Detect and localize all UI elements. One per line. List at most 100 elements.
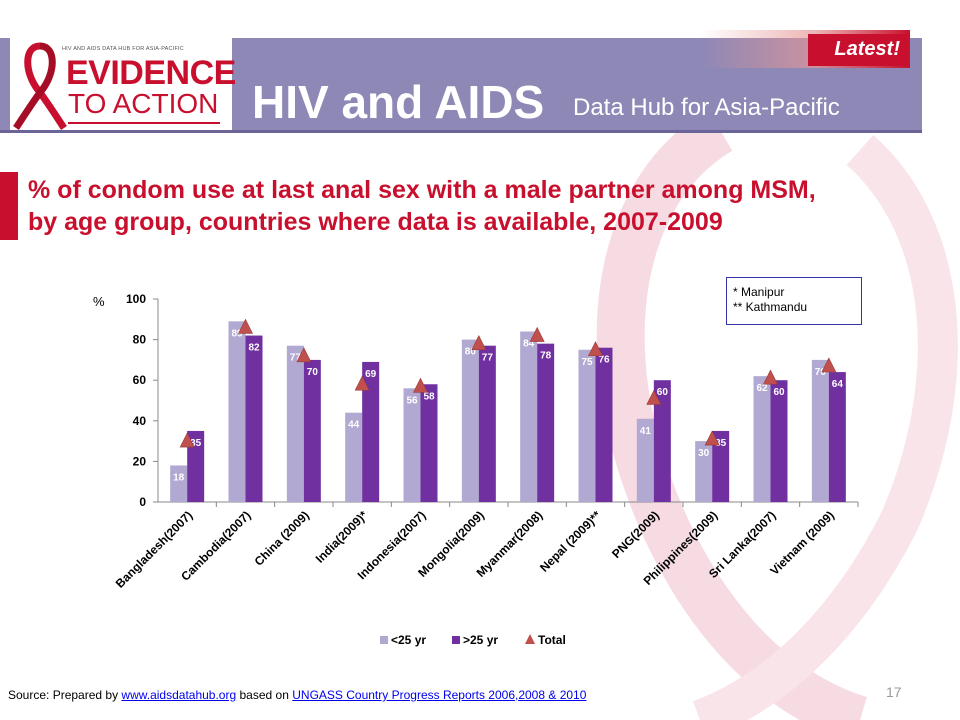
header-title: HIV and AIDS: [252, 76, 545, 128]
x-tick-label: India(2009)*: [313, 508, 371, 566]
evidence-to-action-logo: HIV AND AIDS DATA HUB FOR ASIA-PACIFIC E…: [10, 38, 236, 130]
data-label-under25: 44: [348, 420, 360, 431]
total-marker: [704, 430, 720, 446]
data-label-under25: 89: [231, 328, 243, 339]
x-tick-label: China (2009): [252, 508, 312, 568]
y-tick-label: 100: [126, 292, 146, 306]
footnote-kathmandu: ** Kathmandu: [733, 300, 808, 314]
bar-under25: [286, 345, 304, 502]
y-tick-label: 80: [133, 333, 147, 347]
page-number: 17: [886, 684, 902, 700]
bar-under25: [811, 359, 829, 502]
bar-over25: [303, 359, 321, 502]
legend-label-under25: <25 yr: [391, 633, 426, 647]
source-middle: based on: [239, 688, 289, 702]
x-tick-label: Nepal (2009)**: [537, 508, 604, 575]
total-marker: [646, 389, 662, 405]
source-prefix: Source: Prepared by: [8, 688, 119, 702]
data-label-over25: 76: [598, 355, 610, 366]
bar-over25: [420, 384, 438, 502]
chart-title: % of condom use at last anal sex with a …: [28, 176, 816, 236]
header-subtitle: Data Hub for Asia-Pacific: [573, 94, 840, 121]
bar-under25: [578, 349, 596, 502]
data-label-over25: 60: [773, 387, 785, 398]
legend-swatch-over25: [452, 636, 460, 644]
source-link-ungass[interactable]: UNGASS Country Progress Reports 2006,200…: [292, 688, 587, 702]
bar-under25: [695, 441, 713, 502]
total-marker: [179, 432, 195, 448]
data-label-under25: 62: [756, 383, 768, 394]
legend-label-over25: >25 yr: [463, 633, 498, 647]
source-note: Source: Prepared by www.aidsdatahub.org …: [8, 688, 586, 702]
bar-over25: [362, 361, 380, 502]
bar-over25: [595, 347, 613, 502]
data-label-under25: 41: [640, 426, 652, 437]
header-divider: [0, 130, 922, 133]
y-tick-label: 0: [139, 495, 146, 509]
total-marker: [471, 334, 487, 350]
logo-small-text: HIV AND AIDS DATA HUB FOR ASIA-PACIFIC: [62, 46, 184, 52]
red-ribbon-icon: [13, 42, 67, 130]
bar-under25: [520, 331, 538, 502]
latest-badge[interactable]: Latest!: [808, 34, 908, 66]
data-label-under25: 84: [523, 338, 535, 349]
data-label-under25: 80: [465, 347, 477, 358]
source-link-aidsdatahub[interactable]: www.aidsdatahub.org: [121, 688, 237, 702]
data-label-under25: 18: [173, 472, 185, 483]
total-marker: [238, 318, 253, 334]
latest-label: Latest!: [834, 38, 900, 60]
data-label-under25: 70: [815, 367, 827, 378]
bar-under25: [636, 418, 654, 502]
bar-under25: [170, 465, 188, 502]
total-marker: [529, 326, 545, 342]
total-marker: [763, 369, 778, 385]
data-label-over25: 58: [423, 391, 435, 402]
y-tick-label: 20: [133, 454, 147, 468]
x-tick-label: PNG(2009): [609, 508, 662, 561]
logo-to-action: TO ACTION: [68, 88, 219, 119]
total-marker: [588, 341, 603, 357]
bar-over25: [187, 430, 205, 502]
data-label-under25: 30: [698, 448, 710, 459]
footnote-box: * Manipur ** Kathmandu: [726, 277, 862, 325]
data-label-under25: 75: [581, 357, 593, 368]
bar-under25: [461, 339, 479, 502]
bar-under25: [753, 376, 771, 502]
bar-over25: [770, 380, 788, 502]
bar-over25: [653, 380, 671, 502]
logo-underline: [68, 122, 220, 124]
y-tick-label: 40: [133, 414, 147, 428]
bar-over25: [828, 372, 846, 502]
total-marker: [821, 357, 837, 373]
data-label-over25: 78: [540, 351, 552, 362]
data-label-over25: 35: [190, 438, 202, 449]
bar-over25: [537, 343, 555, 502]
data-label-over25: 35: [715, 438, 727, 449]
bar-over25: [712, 430, 730, 502]
bar-over25: [478, 345, 496, 502]
data-label-under25: 56: [406, 395, 418, 406]
data-label-over25: 77: [482, 353, 494, 364]
data-label-over25: 69: [365, 369, 377, 380]
bar-under25: [228, 321, 246, 502]
y-axis-label: %: [93, 294, 105, 309]
bar-under25: [403, 388, 421, 502]
data-label-over25: 82: [248, 343, 260, 354]
title-accent-bar: [0, 172, 18, 240]
logo-evidence: EVIDENCE: [66, 54, 236, 92]
data-label-under25: 77: [290, 353, 302, 364]
total-marker: [354, 375, 370, 391]
y-tick-label: 60: [133, 373, 147, 387]
total-marker: [413, 377, 428, 393]
data-label-over25: 60: [657, 387, 669, 398]
footnote-manipur: * Manipur: [733, 285, 785, 299]
legend-marker-total: [525, 634, 535, 644]
legend-swatch-under25: [380, 636, 388, 644]
total-marker: [296, 347, 312, 363]
bar-over25: [245, 335, 263, 502]
data-label-over25: 64: [832, 379, 844, 390]
bar-under25: [345, 412, 363, 502]
legend-label-total: Total: [538, 633, 566, 647]
data-label-over25: 70: [307, 367, 319, 378]
